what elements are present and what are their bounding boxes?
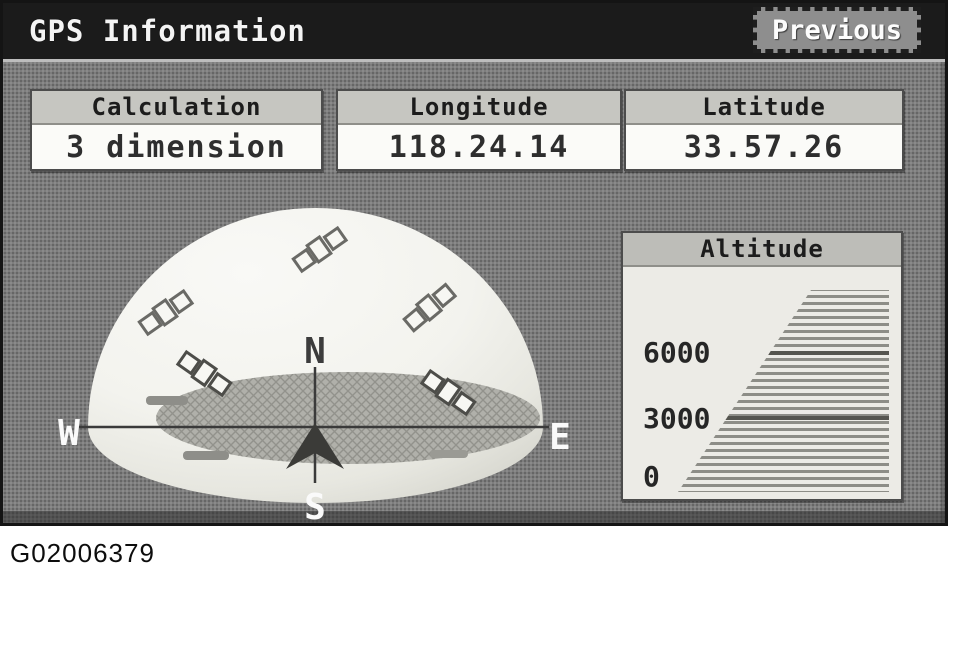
title-bar: GPS Information Previous (3, 3, 945, 62)
altitude-tick-3000: 3000 (643, 402, 710, 435)
compass-north-label: N (304, 331, 326, 372)
altitude-wedge (678, 290, 889, 492)
satellite-dome-graphic: N S W E (58, 208, 571, 528)
compass-west-label: W (58, 413, 80, 454)
altitude-tick-6000: 6000 (643, 336, 710, 369)
figure-caption: G02006379 (10, 538, 155, 568)
altitude-panel: Altitude 60 (621, 231, 903, 501)
altitude-6000-line (763, 351, 889, 355)
ground-dash (430, 450, 468, 458)
satellite-dome: N S W E (33, 193, 593, 528)
altitude-wedge-graphic: 6000 3000 0 (643, 290, 889, 493)
previous-button[interactable]: Previous (753, 7, 921, 53)
compass-south-label: S (304, 487, 326, 525)
ground-dash (146, 396, 188, 405)
calculation-label: Calculation (32, 91, 321, 125)
latitude-box: Latitude 33.57.26 (624, 89, 904, 171)
compass-east-label: E (549, 417, 571, 458)
nav-screen: GPS Information Previous Calculation 3 d… (0, 0, 948, 528)
latitude-label: Latitude (626, 91, 902, 125)
heading-arrow (286, 423, 344, 469)
altitude-tick-0: 0 (643, 460, 660, 493)
latitude-value: 33.57.26 (626, 125, 902, 169)
calculation-box: Calculation 3 dimension (30, 89, 323, 171)
longitude-box: Longitude 118.24.14 (336, 89, 622, 171)
ground-dash (183, 451, 229, 460)
altitude-3000-line (723, 416, 889, 420)
longitude-value: 118.24.14 (338, 125, 620, 169)
altitude-label: Altitude (623, 233, 901, 267)
altitude-chart: 6000 3000 0 (623, 267, 901, 501)
calculation-value: 3 dimension (32, 125, 321, 169)
longitude-label: Longitude (338, 91, 620, 125)
previous-button-label: Previous (771, 14, 903, 46)
page-title: GPS Information (29, 14, 306, 48)
